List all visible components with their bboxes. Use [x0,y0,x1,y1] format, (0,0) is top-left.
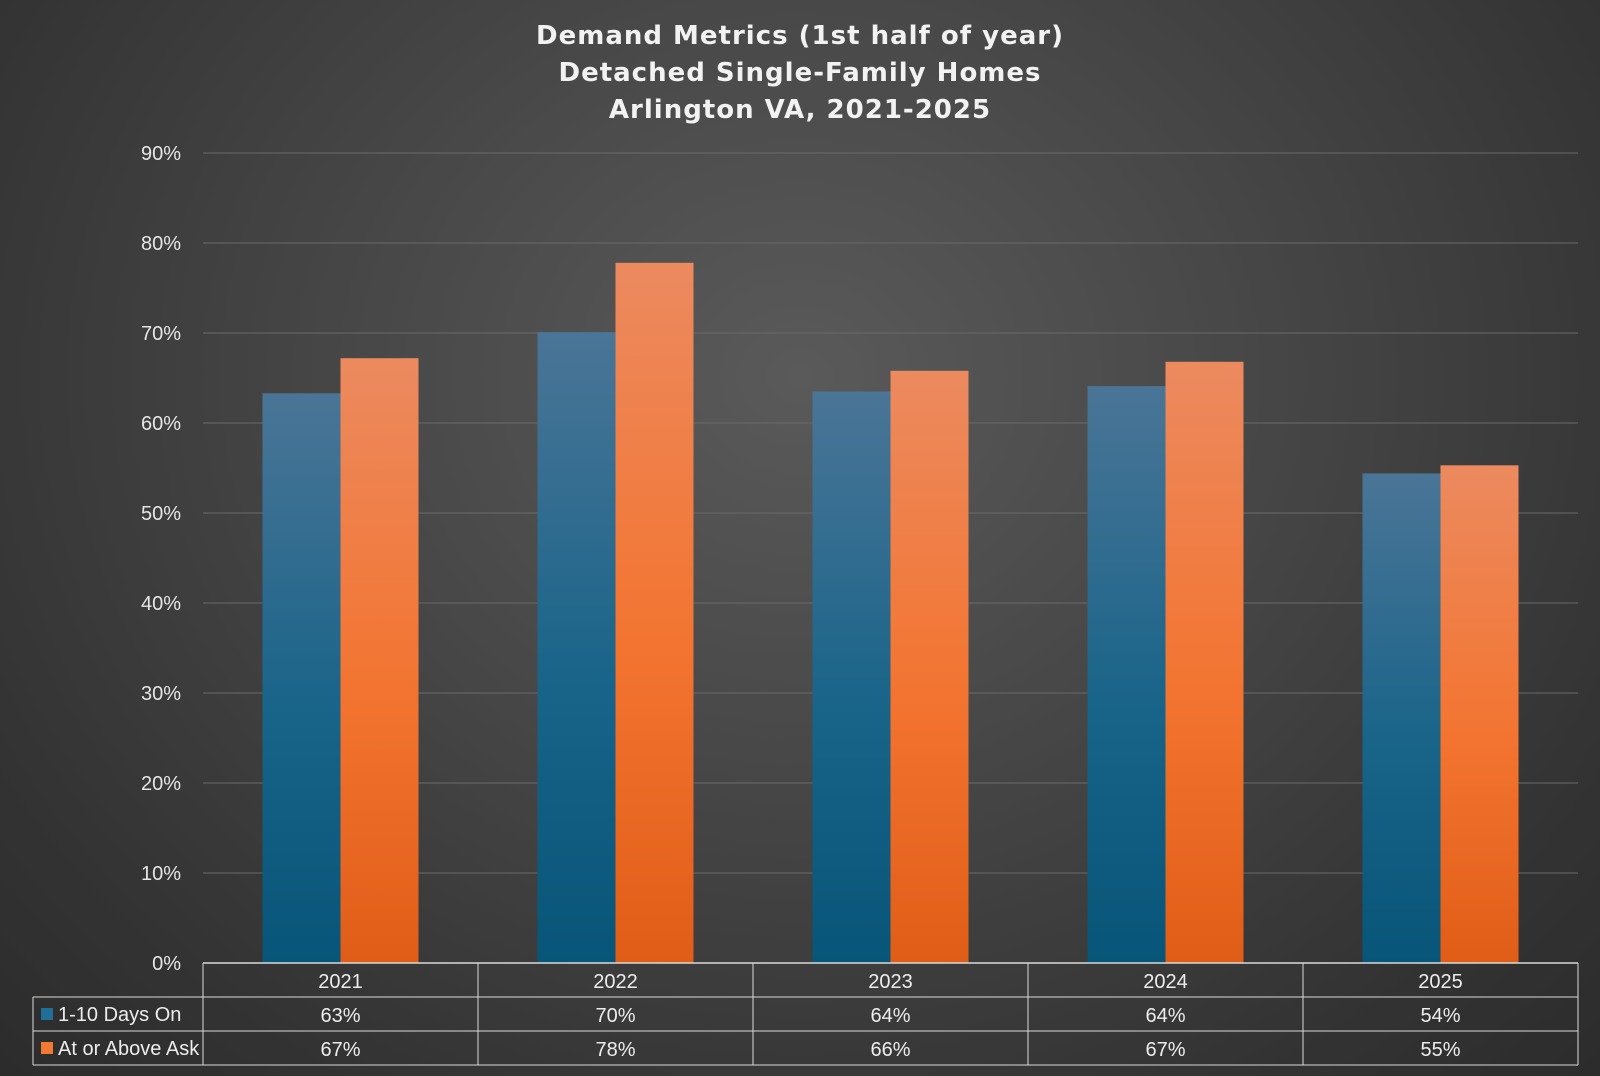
data-label: 66% [870,1039,910,1061]
bar-days-on-2024 [1087,386,1166,964]
bar-above-ask-2022 [615,262,694,963]
data-label: 63% [320,1005,360,1027]
chart-title-line: Detached Single-Family Homes [558,58,1041,88]
legend-label: At or Above Ask [58,1038,200,1060]
x-tick-label: 2022 [593,971,638,993]
legend-label: 1-10 Days On [58,1004,181,1026]
y-tick-label: 0% [152,953,181,975]
data-label: 64% [870,1005,910,1027]
y-axis-ticks: 0% 10% 20% 30% 40% 50% 60% 70% 80% 90% [141,143,181,975]
bar-days-on-2025 [1362,473,1441,963]
bars [262,262,1519,964]
data-label: 64% [1145,1005,1185,1027]
bar-above-ask-2024 [1165,361,1244,963]
data-label: 78% [595,1039,635,1061]
legend-key-1 [41,1042,53,1054]
x-tick-label: 2021 [318,971,363,993]
y-tick-label: 70% [141,323,181,345]
chart-title: Demand Metrics (1st half of year) Detache… [536,21,1064,125]
bar-days-on-2023 [812,391,891,963]
y-tick-label: 90% [141,143,181,165]
x-tick-label: 2025 [1418,971,1463,993]
data-label: 70% [595,1005,635,1027]
legend-key-0 [41,1008,53,1020]
y-tick-label: 30% [141,683,181,705]
bar-above-ask-2021 [340,358,419,963]
bar-above-ask-2025 [1440,465,1519,963]
y-tick-label: 80% [141,233,181,255]
data-label: 55% [1420,1039,1460,1061]
bar-days-on-2021 [262,393,341,963]
bar-above-ask-2023 [890,370,969,963]
data-label: 54% [1420,1005,1460,1027]
chart-title-line: Demand Metrics (1st half of year) [536,21,1064,51]
chart-title-line: Arlington VA, 2021-2025 [609,95,991,125]
y-tick-label: 50% [141,503,181,525]
x-tick-label: 2024 [1143,971,1188,993]
data-table: 2021 2022 2023 2024 2025 1-10 Days On 63% 70% 64… [32,962,1579,1066]
bar-days-on-2022 [537,332,616,964]
y-tick-label: 20% [141,773,181,795]
data-label: 67% [320,1039,360,1061]
x-tick-label: 2023 [868,971,913,993]
data-label: 67% [1145,1039,1185,1061]
y-tick-label: 10% [141,863,181,885]
y-tick-label: 60% [141,413,181,435]
y-tick-label: 40% [141,593,181,615]
